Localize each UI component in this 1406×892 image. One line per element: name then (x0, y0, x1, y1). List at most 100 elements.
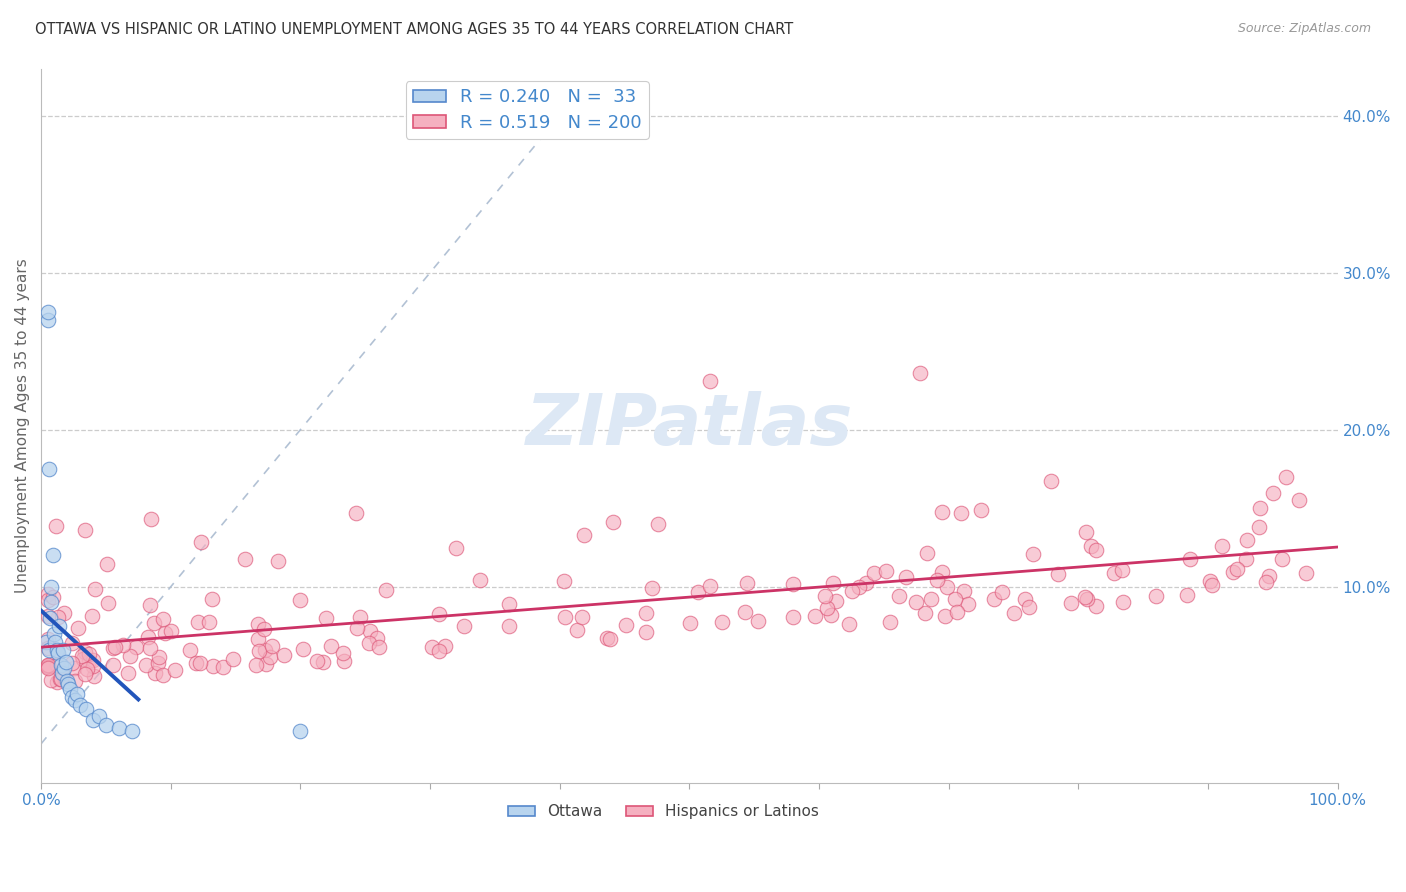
Point (146, 656, 169, 670)
Point (46, 658, 69, 673)
Point (79, 648, 101, 662)
Point (69, 698, 91, 712)
Point (288, 593, 311, 607)
Point (253, 643, 276, 657)
Point (143, 665, 166, 680)
Point (444, 541, 467, 555)
Point (37, 593, 59, 607)
Point (312, 655, 335, 669)
Point (841, 584, 863, 599)
Point (920, 591, 942, 606)
Point (70, 648, 93, 663)
Point (139, 640, 162, 655)
Point (1084, 599, 1107, 613)
Point (136, 630, 159, 644)
Point (65, 673, 87, 688)
Point (37, 660, 59, 674)
Point (1201, 577, 1223, 591)
Point (139, 599, 162, 613)
Point (427, 607, 450, 621)
Point (855, 575, 877, 590)
Point (641, 581, 664, 595)
Point (359, 624, 381, 639)
Point (139, 511, 162, 525)
Point (38, 462, 60, 476)
Point (679, 615, 702, 630)
Point (82, 653, 104, 667)
Point (950, 506, 973, 520)
Point (862, 566, 884, 580)
Point (121, 724, 143, 739)
Point (59, 681, 82, 696)
Point (104, 640, 127, 655)
Point (434, 639, 457, 653)
Point (152, 612, 174, 626)
Point (367, 640, 389, 655)
Point (825, 594, 848, 608)
Point (58, 677, 80, 691)
Point (1080, 539, 1102, 553)
Point (37, 632, 59, 647)
Point (45, 519, 67, 533)
Point (614, 618, 637, 632)
Point (222, 652, 245, 666)
Point (957, 597, 980, 611)
Point (35, 634, 58, 648)
Point (688, 585, 710, 599)
Point (72, 652, 94, 666)
Point (37, 661, 59, 675)
Point (1102, 566, 1125, 580)
Point (125, 640, 148, 654)
Point (84, 582, 107, 596)
Point (553, 574, 575, 589)
Point (37, 659, 59, 673)
Point (319, 640, 342, 654)
Point (46, 646, 69, 660)
Point (37, 305, 59, 319)
Point (233, 552, 256, 566)
Point (62, 661, 84, 675)
Point (152, 667, 174, 681)
Point (699, 374, 721, 388)
Point (51, 666, 73, 681)
Point (76, 702, 98, 716)
Point (184, 656, 207, 670)
Point (159, 624, 181, 638)
Point (163, 664, 186, 678)
Point (80, 608, 103, 623)
Point (246, 632, 269, 647)
Point (1222, 565, 1244, 579)
Point (37, 658, 59, 673)
Point (1199, 574, 1222, 588)
Point (41, 580, 63, 594)
Point (602, 515, 624, 529)
Point (254, 657, 277, 671)
Point (813, 590, 835, 604)
Point (55, 655, 77, 669)
Point (266, 554, 288, 568)
Point (245, 658, 267, 673)
Point (66, 686, 89, 700)
Point (1076, 525, 1098, 540)
Point (201, 591, 224, 606)
Point (148, 650, 170, 665)
Point (60, 690, 83, 704)
Point (554, 609, 576, 624)
Point (1295, 566, 1317, 580)
Point (914, 606, 936, 620)
Point (647, 517, 669, 532)
Point (357, 636, 380, 650)
Point (896, 570, 918, 584)
Point (1258, 568, 1281, 582)
Point (39, 611, 62, 625)
Point (782, 577, 804, 591)
Point (190, 535, 212, 549)
Point (599, 632, 621, 646)
Point (101, 641, 124, 656)
Point (76, 662, 98, 676)
Point (305, 654, 328, 668)
Point (117, 666, 139, 681)
Point (49, 672, 72, 686)
Point (187, 615, 209, 629)
Point (44, 634, 66, 648)
